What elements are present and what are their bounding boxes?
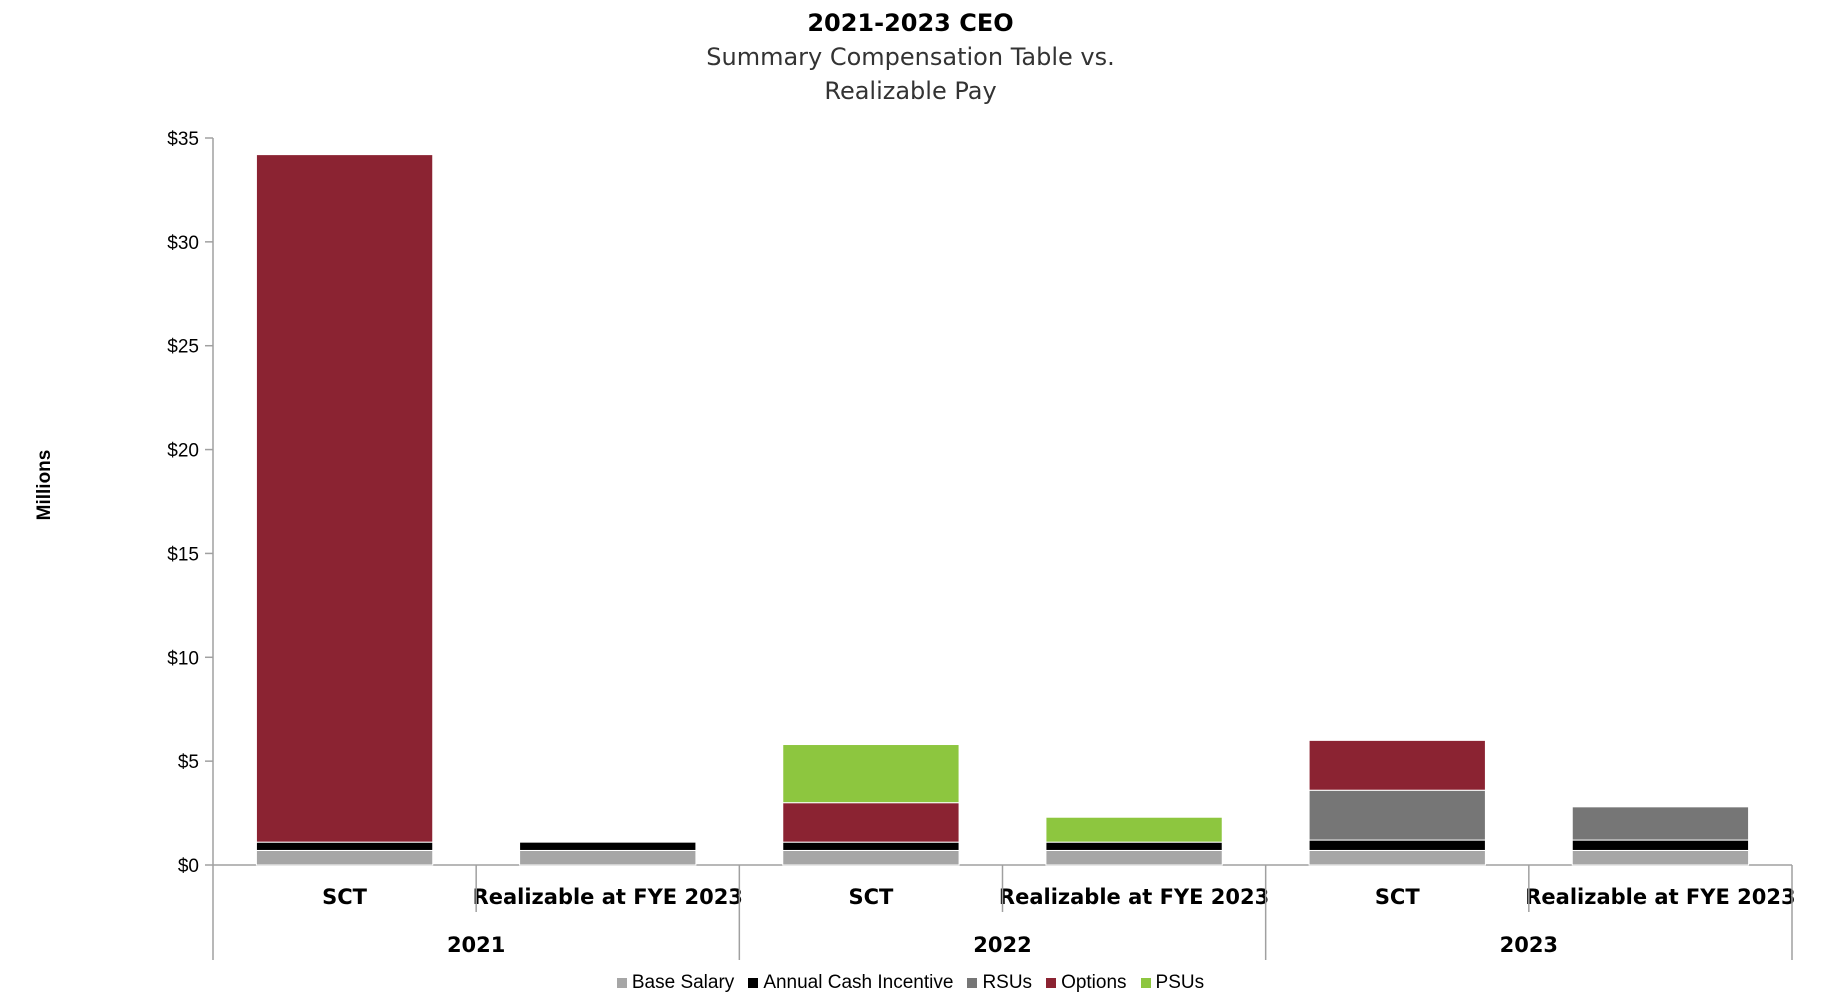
x-category-label: SCT <box>322 885 368 909</box>
legend-item: RSUs <box>967 972 1032 994</box>
bar-segment-base-salary <box>1308 849 1486 866</box>
legend-swatch <box>1140 978 1151 988</box>
legend-swatch <box>616 978 627 988</box>
chart-subtitle-line-2: Realizable Pay <box>824 77 997 105</box>
legend-item: Annual Cash Incentive <box>748 972 953 994</box>
chart-subtitle-line-1: Summary Compensation Table vs. <box>706 43 1115 71</box>
legend-swatch <box>967 978 978 988</box>
bar-segment-base-salary <box>1045 849 1223 866</box>
chart-title: 2021-2023 CEO <box>807 9 1014 37</box>
bar-segment-annual-cash-incentive <box>782 841 960 851</box>
bar-segment-psus <box>782 744 960 804</box>
y-tick-label: $25 <box>167 337 199 358</box>
legend-swatch <box>748 978 759 988</box>
legend-item: PSUs <box>1140 972 1205 994</box>
y-tick-label: $30 <box>167 233 199 254</box>
bar-segment-options <box>1308 739 1486 791</box>
bar-segment-options <box>782 802 960 843</box>
y-tick-label: $15 <box>167 544 199 565</box>
legend-label: Options <box>1061 972 1127 993</box>
x-group-label: 2021 <box>447 933 505 957</box>
chart-legend: Base Salary Annual Cash Incentive RSUs Opti… <box>0 972 1821 994</box>
x-category-label: SCT <box>1375 885 1421 909</box>
legend-label: PSUs <box>1155 972 1205 993</box>
x-category-label: Realizable at FYE 2023 <box>473 885 743 909</box>
y-tick-label: $35 <box>167 129 199 150</box>
bar-segment-rsus <box>1308 789 1486 841</box>
x-category-label: Realizable at FYE 2023 <box>999 885 1269 909</box>
bar-segment-options <box>255 154 434 843</box>
bar-segment-base-salary <box>1571 849 1750 866</box>
bar-segment-annual-cash-incentive <box>1308 839 1486 851</box>
legend-item: Options <box>1046 972 1127 994</box>
bar-segment-psus <box>1045 816 1223 843</box>
y-tick-label: $0 <box>178 856 199 877</box>
y-tick-label: $10 <box>167 648 199 669</box>
legend-label: RSUs <box>982 972 1033 993</box>
chart-title-block: 2021-2023 CEO Summary Compensation Table… <box>0 6 1821 108</box>
x-category-label: SCT <box>848 885 894 909</box>
x-category-label: Realizable at FYE 2023 <box>1525 885 1795 909</box>
bar-segment-annual-cash-incentive <box>255 841 434 851</box>
legend-swatch <box>1046 978 1057 988</box>
x-group-label: 2022 <box>973 933 1031 957</box>
bar-segment-annual-cash-incentive <box>1045 841 1223 851</box>
bar-segment-base-salary <box>519 849 697 866</box>
legend-label: Base Salary <box>631 972 735 993</box>
bar-segment-annual-cash-incentive <box>1571 839 1750 851</box>
bar-segment-base-salary <box>782 849 960 866</box>
legend-item: Base Salary <box>616 972 735 994</box>
bar-segment-annual-cash-incentive <box>519 841 697 851</box>
bar-segment-rsus <box>1571 806 1750 841</box>
legend-label: Annual Cash Incentive <box>763 972 954 993</box>
y-tick-label: $20 <box>167 441 199 462</box>
y-tick-label: $5 <box>178 752 199 773</box>
bar-segment-base-salary <box>255 849 434 866</box>
x-group-label: 2023 <box>1500 933 1558 957</box>
y-axis-label: Millions <box>34 450 55 521</box>
